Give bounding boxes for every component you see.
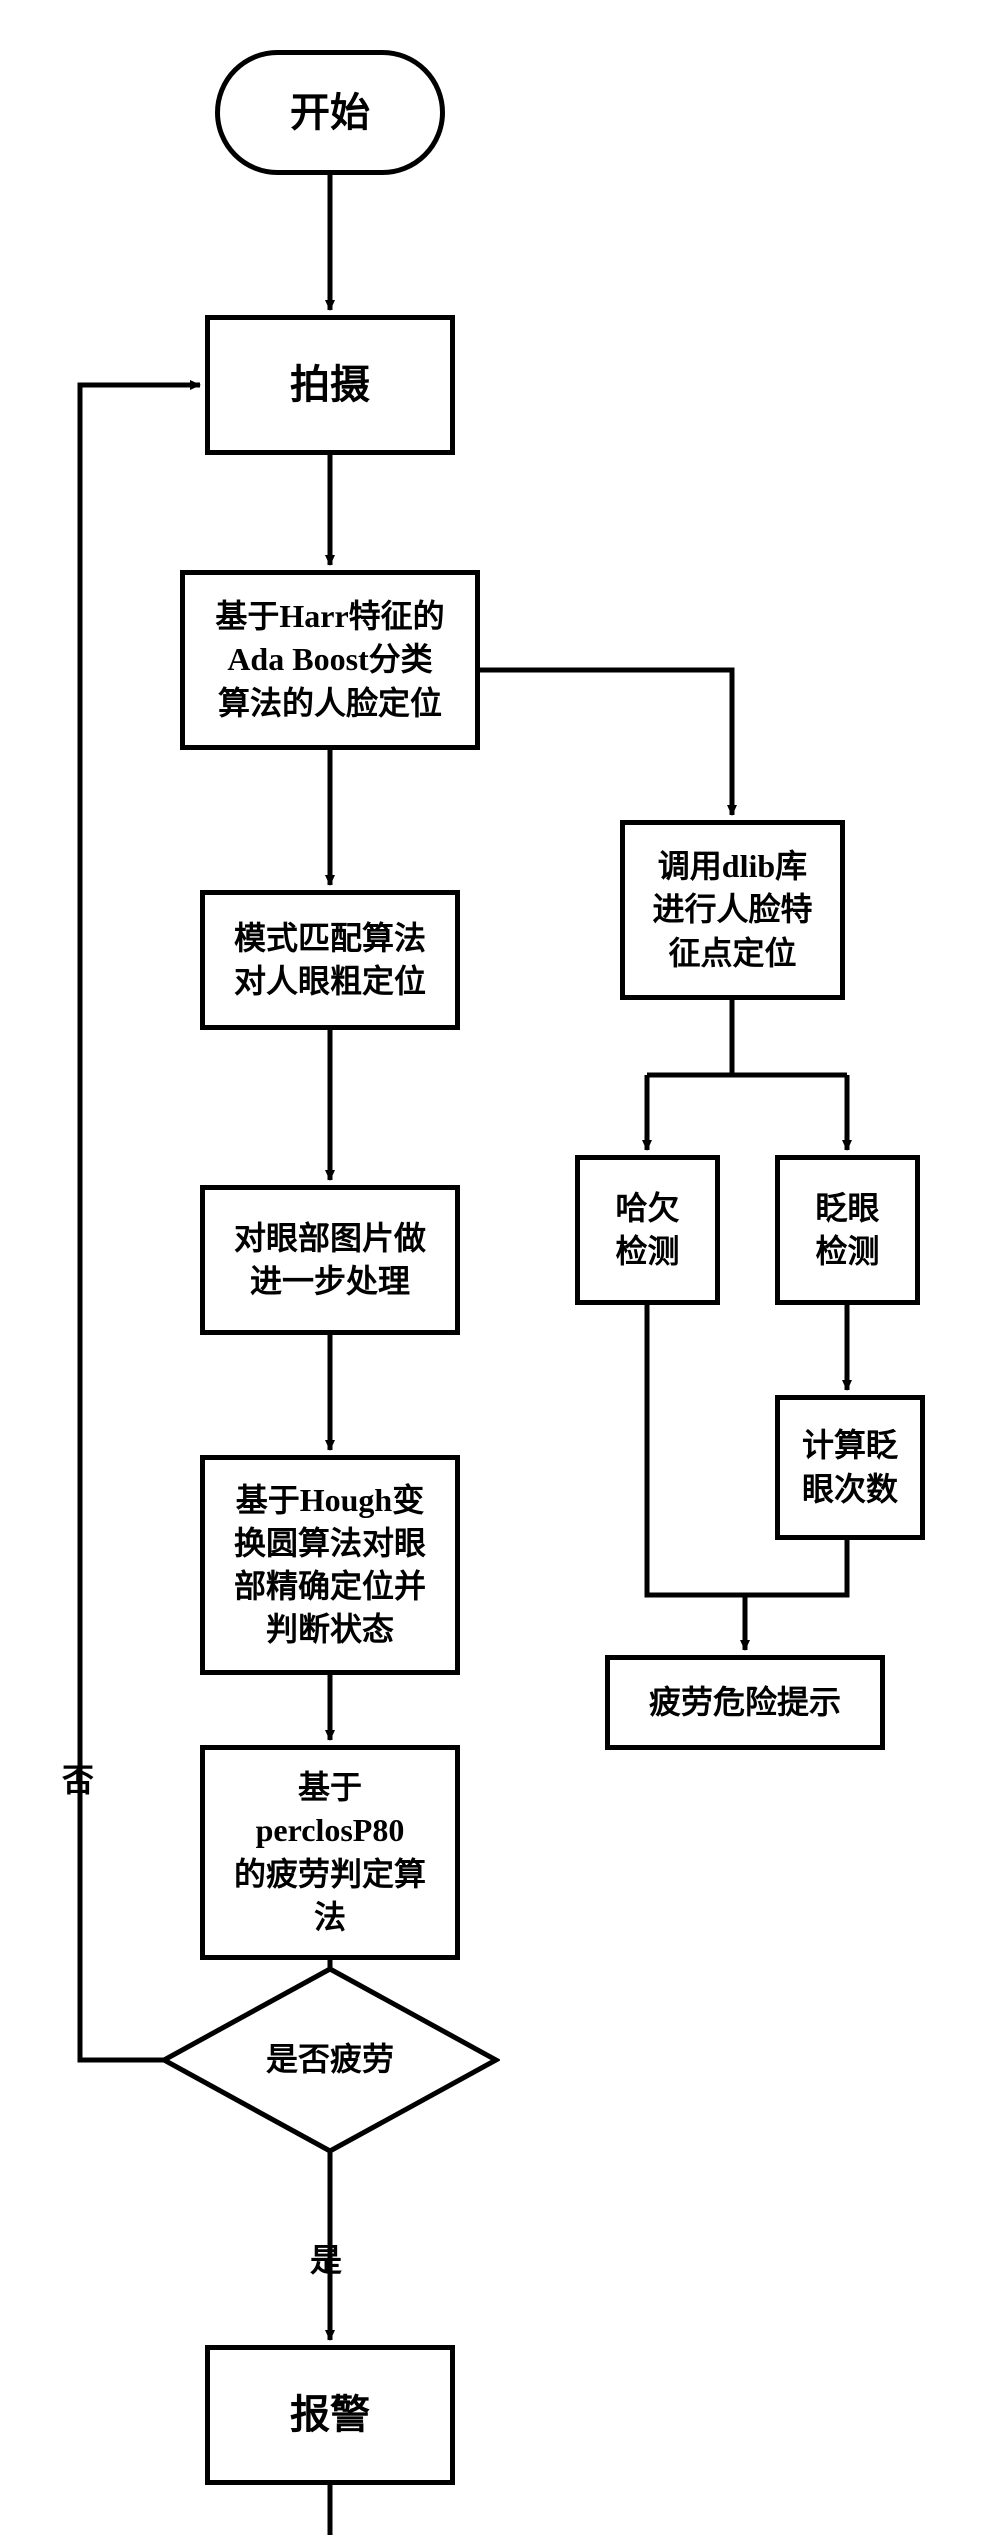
alarm-node: 报警 [205,2345,455,2485]
perclos-label: 基于 perclosP80 的疲劳判定算 法 [234,1766,426,1939]
blinkcount-label: 计算眨 眼次数 [802,1424,898,1510]
perclos-node: 基于 perclosP80 的疲劳判定算 法 [200,1745,460,1960]
hough-label: 基于Hough变 换圆算法对眼 部精确定位并 判断状态 [234,1479,426,1652]
start-label: 开始 [290,86,370,140]
eyecoarse-node: 模式匹配算法 对人眼粗定位 [200,890,460,1030]
face-label: 基于Harr特征的 Ada Boost分类 算法的人脸定位 [215,595,444,725]
eyeproc-label: 对眼部图片做 进一步处理 [234,1217,426,1303]
alarm-label: 报警 [290,2388,370,2442]
start-node: 开始 [215,50,445,175]
face-node: 基于Harr特征的 Ada Boost分类 算法的人脸定位 [180,570,480,750]
yes-label: 是 [310,2235,342,2281]
shoot-label: 拍摄 [290,358,370,412]
eyecoarse-label: 模式匹配算法 对人眼粗定位 [234,917,426,1003]
no-label: 否 [62,1755,94,1801]
blink-label: 眨眼 检测 [815,1187,879,1273]
eyeproc-node: 对眼部图片做 进一步处理 [200,1185,460,1335]
yawn-label: 哈欠 检测 [615,1187,679,1273]
shoot-node: 拍摄 [205,315,455,455]
dlib-label: 调用dlib库 进行人脸特 征点定位 [652,845,812,975]
yawn-node: 哈欠 检测 [575,1155,720,1305]
blink-node: 眨眼 检测 [775,1155,920,1305]
fatigue-decision-text: 是否疲劳 [160,1965,500,2155]
hough-node: 基于Hough变 换圆算法对眼 部精确定位并 判断状态 [200,1455,460,1675]
fatigue-decision-label: 是否疲劳 [266,2038,394,2081]
risk-node: 疲劳危险提示 [605,1655,885,1750]
risk-label: 疲劳危险提示 [649,1681,841,1724]
dlib-node: 调用dlib库 进行人脸特 征点定位 [620,820,845,1000]
blinkcount-node: 计算眨 眼次数 [775,1395,925,1540]
